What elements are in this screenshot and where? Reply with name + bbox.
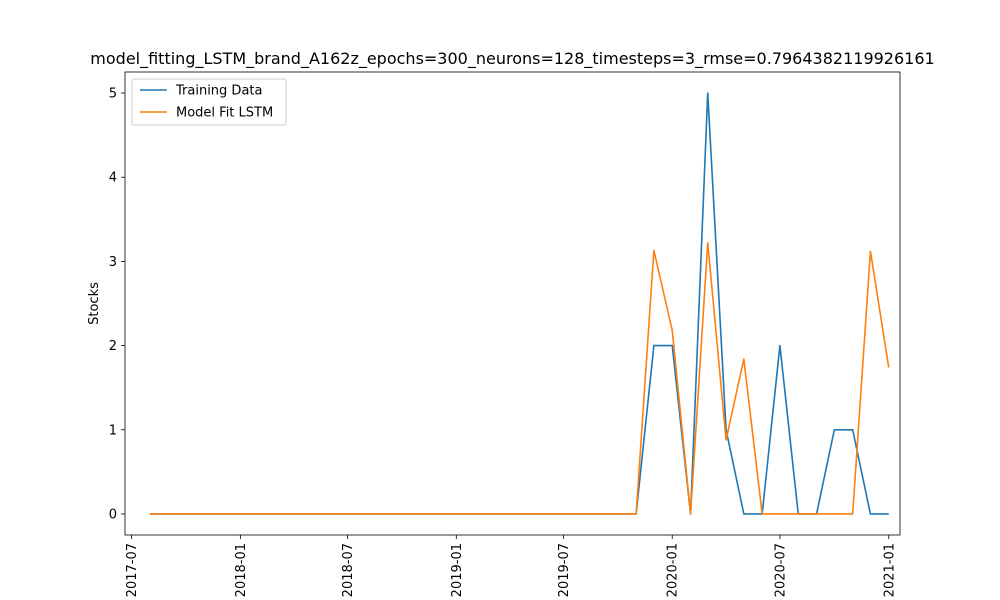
x-tick-label: 2020-01 [666, 543, 681, 597]
x-tick-label: 2021-01 [882, 543, 897, 597]
legend-label: Model Fit LSTM [176, 106, 273, 121]
plot-area [149, 92, 890, 515]
x-tick-label: 2019-01 [450, 543, 465, 597]
series-line-2 [149, 242, 890, 515]
x-tick-label: 2018-07 [341, 543, 356, 597]
y-tick-label: 4 [109, 171, 117, 186]
y-tick-label: 2 [109, 339, 117, 354]
y-tick-label: 3 [109, 255, 117, 270]
axes: 0 1 2 3 4 5 2017-07 2018-01 2018-07 2019-01 2019-0… [109, 71, 901, 597]
y-tick-label: 1 [109, 423, 117, 438]
legend: Training Data Model Fit LSTM [131, 78, 287, 126]
legend-label: Training Data [175, 84, 262, 99]
x-tick-label: 2020-07 [773, 543, 788, 597]
y-axis-label: Stocks [87, 282, 102, 325]
axes-frame [124, 71, 901, 536]
x-tick-label: 2018-01 [234, 543, 249, 597]
y-tick-label: 5 [109, 87, 117, 102]
y-tick-label: 0 [109, 507, 117, 522]
series-line-1 [149, 92, 889, 515]
x-tick-label: 2019-07 [557, 543, 572, 597]
x-tick-label: 2017-07 [125, 543, 140, 597]
chart-title: model_fitting_LSTM_brand_A162z_epochs=30… [90, 49, 934, 69]
legend-box [131, 78, 287, 126]
